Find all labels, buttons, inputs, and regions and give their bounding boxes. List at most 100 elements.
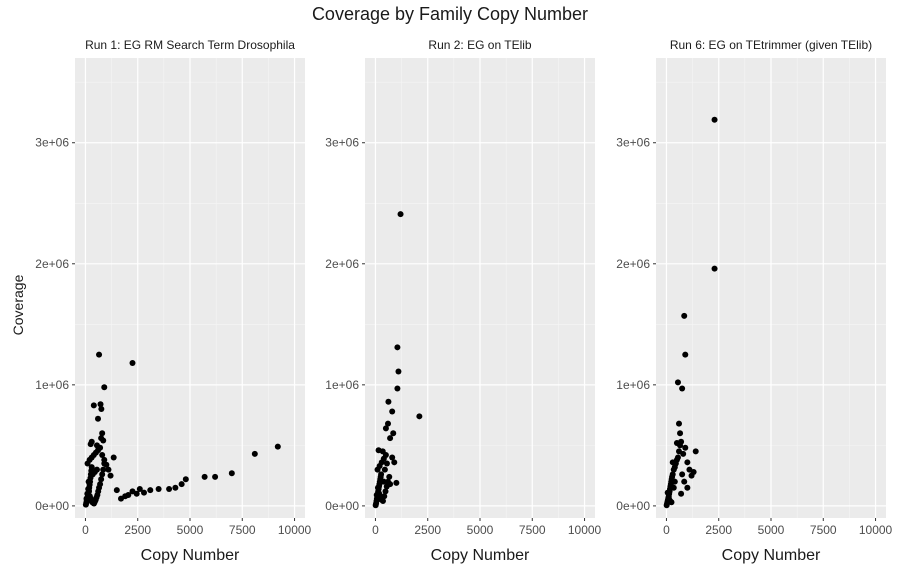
data-point [692,448,699,455]
data-point [107,472,114,479]
x-axis-label: Copy Number [431,547,530,564]
data-point [274,443,281,450]
x-tick-label: 2500 [124,523,151,537]
y-tick-label: 1e+06 [35,378,69,392]
data-point [669,471,676,478]
data-point [103,461,110,468]
data-point [682,351,689,358]
data-point [147,487,154,494]
y-tick-label: 3e+06 [35,136,69,150]
x-tick-label: 10000 [859,523,893,537]
y-tick-label: 3e+06 [325,136,359,150]
data-point [385,420,391,427]
panel-title: Run 6: EG on TEtrimmer (given TElib) [670,38,872,52]
y-tick-label: 2e+06 [35,257,69,271]
x-tick-label: 10000 [278,523,312,537]
data-point [113,487,120,494]
data-point [99,471,106,478]
data-point [379,448,386,455]
x-axis-label: Copy Number [722,547,821,564]
data-point [97,401,104,408]
y-tick-label: 2e+06 [616,257,650,271]
data-point [100,466,107,473]
data-point [133,490,140,497]
data-point [681,478,688,485]
data-point [680,450,687,457]
data-point [383,460,390,467]
data-point [228,470,235,477]
data-point [670,484,677,491]
data-point [678,490,685,497]
data-point [97,481,104,488]
data-point [671,478,678,485]
data-point [681,312,688,319]
data-point [88,464,95,471]
x-tick-label: 0 [82,523,89,537]
data-point [416,413,423,420]
data-point [390,430,397,437]
data-point [155,485,162,492]
data-point [684,459,691,466]
data-point [100,437,107,444]
data-point [391,459,398,466]
data-point [711,116,718,123]
data-point [110,454,117,461]
data-point [668,499,675,506]
x-tick-label: 5000 [467,523,494,537]
data-point [378,471,385,478]
x-tick-label: 0 [372,523,379,537]
data-point [93,442,100,449]
x-tick-label: 7500 [229,523,256,537]
data-point [664,489,671,496]
y-tick-label: 2e+06 [325,257,359,271]
x-tick-label: 5000 [758,523,785,537]
data-point [386,473,393,480]
y-tick-label: 0e+00 [325,499,359,513]
data-point [101,384,108,391]
data-point [95,415,101,422]
data-point [87,441,94,448]
data-point [125,492,132,498]
data-point [166,485,173,492]
data-point [394,344,401,351]
y-tick-label: 1e+06 [325,378,359,392]
data-point [98,476,105,483]
data-point [389,408,396,415]
data-point [674,454,681,461]
data-point [182,476,189,483]
data-point [85,478,92,485]
data-point [201,473,208,480]
data-point [99,430,106,437]
data-point [387,481,394,488]
data-point [101,456,108,463]
data-point [677,430,684,437]
x-tick-label: 2500 [705,523,732,537]
data-point [385,398,392,405]
x-tick-label: 5000 [177,523,204,537]
y-tick-label: 1e+06 [616,378,650,392]
data-point [99,452,106,459]
data-point [674,379,681,386]
data-point [682,444,689,451]
data-point [379,498,386,505]
y-tick-label: 0e+00 [35,499,69,513]
data-point [93,466,100,473]
data-point [136,485,143,492]
data-point [711,265,718,272]
data-point [374,484,381,491]
panel-title: Run 2: EG on TElib [428,38,531,52]
data-point [393,479,400,486]
x-tick-label: 0 [663,523,670,537]
data-point [96,351,103,358]
data-point [669,459,676,466]
data-point [212,473,219,480]
x-tick-label: 7500 [810,523,837,537]
data-point [172,484,179,491]
data-point [397,211,404,218]
data-point [690,469,697,475]
data-point [679,471,686,478]
data-point [98,406,105,413]
data-point [673,439,680,446]
